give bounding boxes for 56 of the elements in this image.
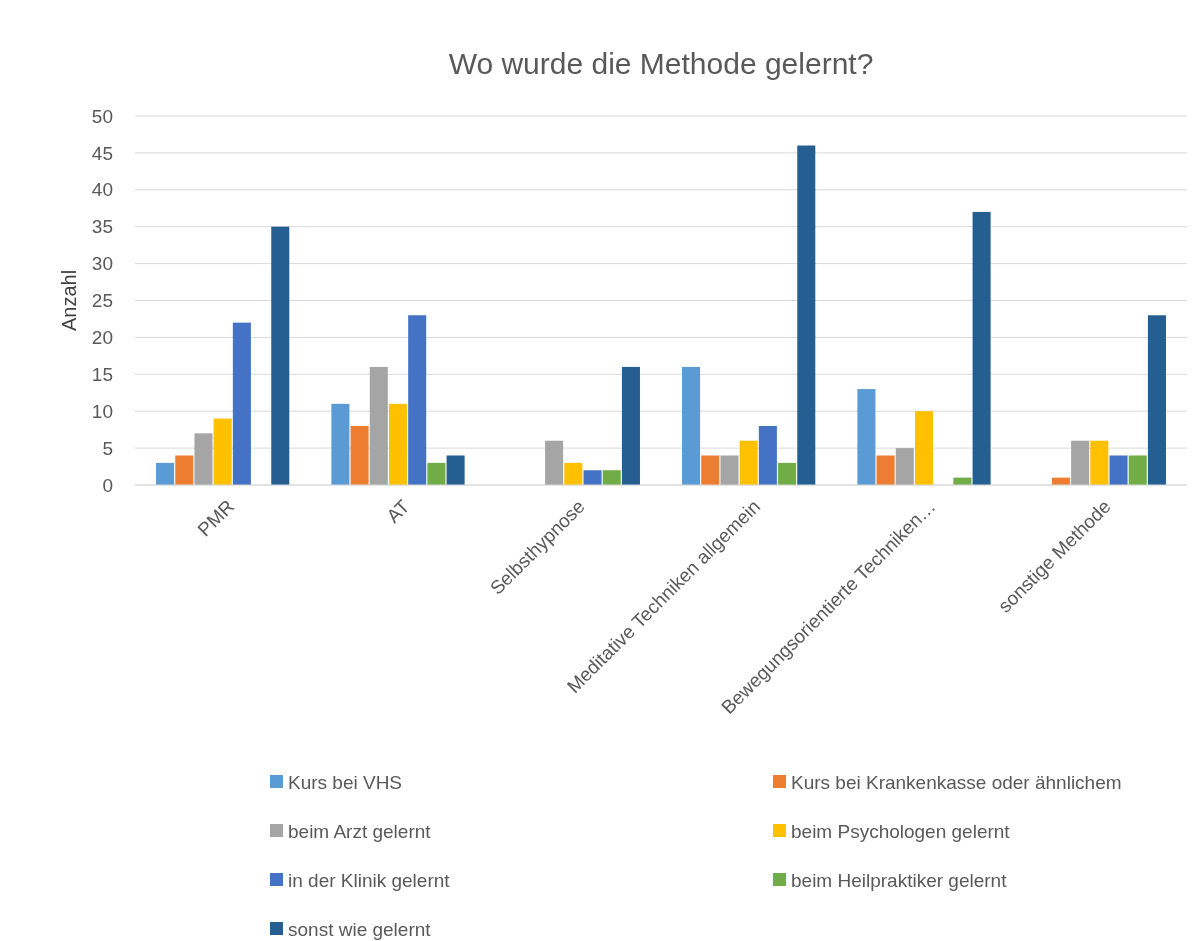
bar bbox=[331, 403, 350, 485]
bar bbox=[758, 425, 777, 485]
bar bbox=[427, 462, 446, 485]
bar bbox=[857, 389, 876, 485]
y-tick-label: 5 bbox=[102, 437, 113, 459]
bar bbox=[720, 455, 739, 485]
bar bbox=[621, 366, 640, 485]
bar bbox=[602, 470, 621, 485]
bar bbox=[1147, 315, 1166, 485]
bar bbox=[1090, 440, 1109, 485]
bar bbox=[972, 211, 991, 485]
y-tick-label: 50 bbox=[91, 105, 113, 127]
y-tick-label: 10 bbox=[91, 400, 113, 422]
bar bbox=[175, 455, 194, 485]
bar bbox=[797, 145, 816, 485]
y-tick-label: 20 bbox=[91, 327, 113, 349]
bar bbox=[271, 226, 290, 485]
bar bbox=[739, 440, 758, 485]
bar bbox=[545, 440, 564, 485]
bar bbox=[232, 322, 251, 485]
bar bbox=[564, 462, 583, 485]
y-tick-label: 25 bbox=[91, 290, 113, 312]
legend-label: in der Klinik gelernt bbox=[288, 869, 451, 891]
bar bbox=[1071, 440, 1090, 485]
bar bbox=[895, 448, 914, 485]
bar bbox=[701, 455, 720, 485]
bar bbox=[682, 366, 701, 485]
bar bbox=[876, 455, 895, 485]
bar bbox=[914, 411, 934, 485]
legend-label: sonst wie gelernt bbox=[288, 918, 432, 940]
y-tick-label: 45 bbox=[91, 142, 113, 164]
legend-label: Kurs bei VHS bbox=[288, 771, 403, 793]
x-tick-label: AT bbox=[382, 495, 414, 527]
bar bbox=[213, 418, 232, 485]
chart-title: Wo wurde die Methode gelernt? bbox=[448, 47, 874, 80]
y-tick-label: 30 bbox=[91, 253, 113, 275]
bar bbox=[1128, 455, 1147, 485]
bar bbox=[194, 433, 213, 485]
bar bbox=[778, 462, 797, 485]
y-tick-label: 15 bbox=[91, 363, 113, 385]
y-tick-label: 40 bbox=[91, 179, 113, 201]
bar bbox=[1109, 455, 1128, 485]
bar bbox=[408, 315, 427, 485]
legend-label: beim Arzt gelernt bbox=[288, 820, 432, 842]
bar bbox=[156, 462, 175, 485]
legend-label: beim Psychologen gelernt bbox=[791, 820, 1011, 842]
legend-label: Kurs bei Krankenkasse oder ähnlichem bbox=[791, 771, 1122, 793]
bar bbox=[388, 403, 408, 485]
bar bbox=[369, 366, 388, 485]
bar bbox=[583, 470, 602, 485]
bar bbox=[446, 455, 465, 485]
y-axis-title: Anzahl bbox=[58, 269, 80, 332]
y-tick-label: 0 bbox=[102, 474, 113, 496]
y-tick-label: 35 bbox=[91, 216, 113, 238]
bar bbox=[350, 425, 369, 485]
legend-label: beim Heilpraktiker gelernt bbox=[791, 869, 1008, 891]
